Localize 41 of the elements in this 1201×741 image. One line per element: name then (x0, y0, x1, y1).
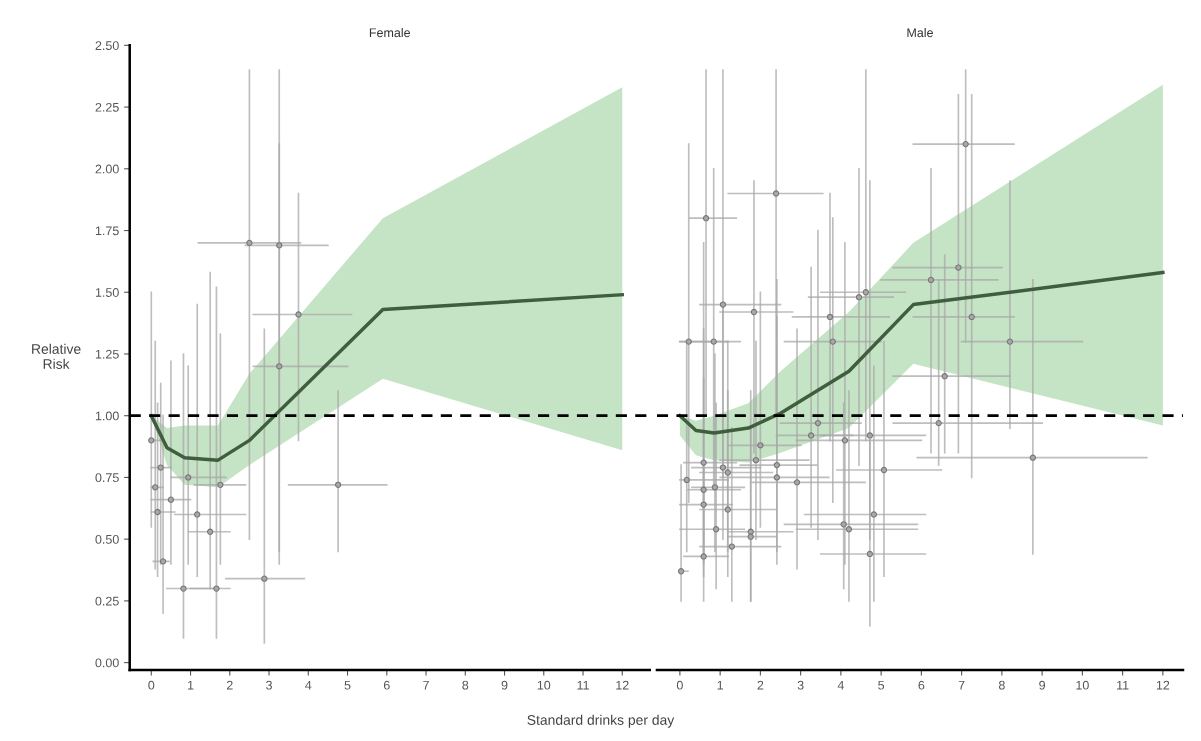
y-axis-title: Relative Risk (32, 343, 81, 369)
x-tick-label: 5 (878, 680, 885, 690)
x-tick-label: 10 (537, 680, 551, 690)
y-tick-label: 2.50 (95, 41, 119, 50)
y-tick-label: 0.00 (95, 658, 119, 668)
y-tick-label: 1.00 (95, 411, 119, 421)
x-tick-label: 3 (797, 680, 804, 690)
x-tick-label: 2 (226, 680, 233, 690)
x-tick-label: 0 (676, 680, 683, 690)
y-tick-label: 0.75 (95, 473, 119, 483)
x-tick-label: 7 (958, 680, 965, 690)
x-tick-label: 1 (188, 680, 194, 690)
x-tick-label: 12 (1156, 680, 1170, 690)
chart-title: Male (907, 27, 933, 38)
x-tick-label: 7 (423, 680, 429, 690)
y-tick-label: 0.50 (95, 534, 119, 544)
x-tick-label: 4 (837, 680, 844, 690)
y-tick-label: 2.00 (95, 164, 119, 174)
x-tick-label: 8 (462, 680, 469, 690)
x-tick-label: 10 (1076, 680, 1089, 690)
y-tick-label: 1.50 (95, 288, 119, 297)
x-tick-label: 11 (1117, 680, 1129, 690)
x-tick-label: 11 (577, 680, 589, 690)
x-tick-label: 3 (266, 680, 272, 690)
x-tick-label: 12 (616, 680, 629, 690)
x-tick-label: 4 (305, 680, 312, 690)
x-tick-label: 5 (344, 680, 351, 690)
y-tick-label: 0.25 (95, 596, 119, 606)
x-tick-label: 0 (148, 680, 155, 690)
x-tick-label: 6 (918, 680, 925, 690)
x-tick-label: 9 (1039, 680, 1045, 690)
x-tick-label: 9 (501, 680, 508, 690)
x-tick-label: 8 (998, 680, 1005, 690)
x-axis-title: Standard drinks per day (527, 714, 675, 728)
x-tick-label: 1 (717, 680, 723, 690)
x-tick-label: 2 (757, 680, 764, 690)
y-tick-label: 1.25 (95, 349, 119, 359)
chart-title: Female (369, 27, 411, 38)
y-tick-label: 1.75 (95, 226, 119, 236)
x-tick-label: 6 (383, 680, 390, 690)
y-tick-label: 2.25 (95, 102, 119, 112)
